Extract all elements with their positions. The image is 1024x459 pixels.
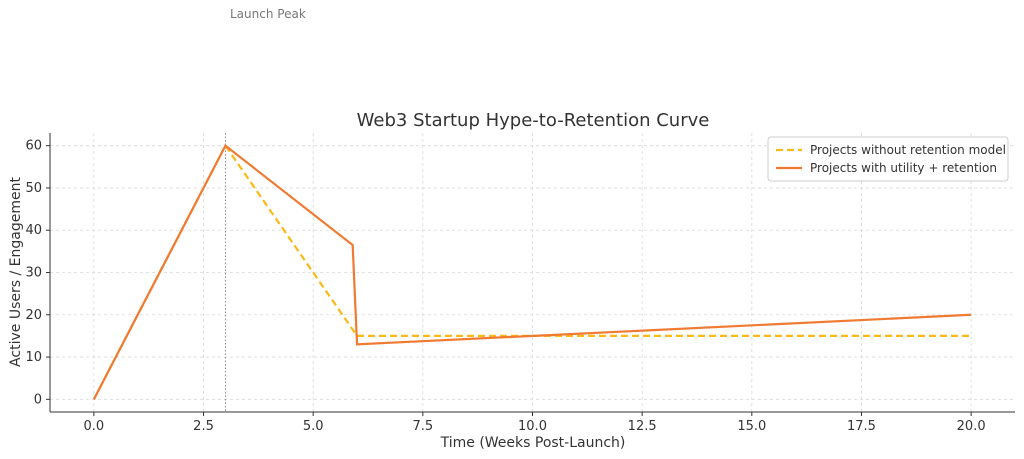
y-axis-label: Active Users / Engagement [8,177,24,367]
series-line-without-retention [92,143,972,400]
y-tick-label: 40 [25,223,42,238]
x-tick-label: 17.5 [847,419,876,434]
y-tick-label: 0 [34,392,42,407]
x-tick-label: 2.5 [193,419,214,434]
legend-box [767,136,1009,182]
y-tick-label: 20 [25,308,42,323]
series-layer [92,143,972,400]
x-tick-label: 20.0 [957,419,986,434]
chart-title: Web3 Startup Hype-to-Retention Curve [357,110,710,131]
legend-label-with-retention: Projects with utility + retention [810,161,997,175]
x-tick-label: 0.0 [84,419,105,434]
x-tick-label: 10.0 [518,419,547,434]
x-tick-label: 7.5 [412,419,433,434]
y-tick-label: 50 [25,181,42,196]
legend: Projects without retention model Project… [767,136,1009,182]
y-tick-label: 10 [25,350,42,365]
y-tick-label: 30 [25,266,42,281]
y-ticks: 0 10 20 30 40 50 60 [25,139,50,407]
x-tick-label: 12.5 [628,419,657,434]
x-ticks: 0.0 2.5 5.0 7.5 10.0 12.5 15.0 17.5 20.0 [84,412,986,434]
x-tick-label: 5.0 [303,419,324,434]
series-line-with-retention [92,143,972,400]
y-tick-label: 60 [25,139,42,154]
grid [50,133,1015,412]
x-tick-label: 15.0 [737,419,766,434]
x-axis-label: Time (Weeks Post-Launch) [440,435,626,451]
annotation-launch-peak: Launch Peak [230,7,306,21]
legend-label-no-retention: Projects without retention model [810,143,1006,157]
